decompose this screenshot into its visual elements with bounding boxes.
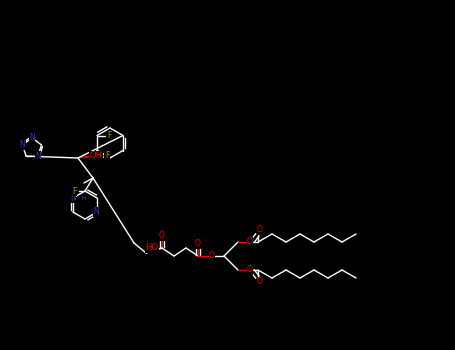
Text: N: N: [20, 140, 25, 149]
Text: O: O: [257, 225, 263, 234]
Text: N: N: [29, 133, 35, 142]
Text: O: O: [247, 266, 253, 274]
Text: O: O: [257, 278, 263, 287]
Text: O: O: [209, 252, 215, 260]
Text: O: O: [195, 239, 201, 248]
Text: F: F: [105, 151, 109, 160]
Text: N: N: [35, 152, 41, 161]
Text: F: F: [72, 187, 76, 196]
Text: H: H: [81, 196, 86, 201]
Text: O: O: [159, 231, 165, 240]
Text: N: N: [93, 208, 99, 217]
Text: OH: OH: [90, 152, 102, 161]
Text: O: O: [247, 238, 253, 246]
Text: F: F: [107, 131, 111, 140]
Text: N: N: [70, 194, 76, 203]
Text: HO: HO: [146, 244, 158, 252]
